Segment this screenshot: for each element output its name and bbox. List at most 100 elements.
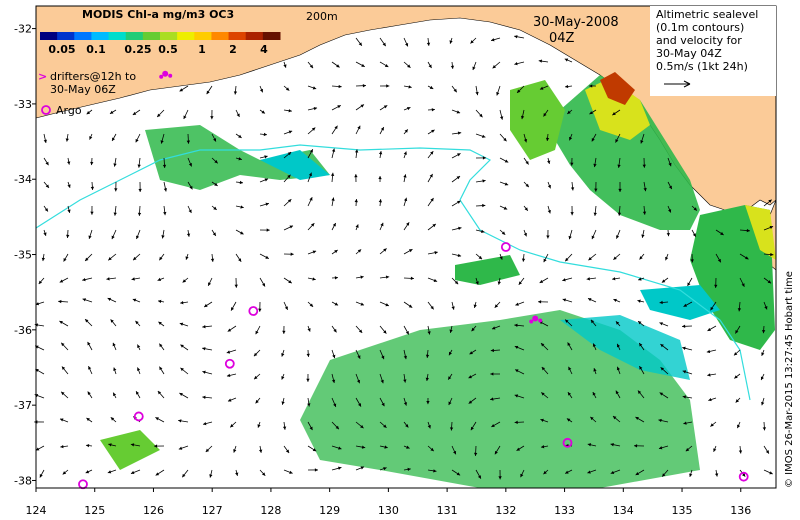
velocity-arrow (642, 205, 647, 215)
date-label: 30-May-2008 (533, 15, 619, 30)
velocity-arrow (38, 277, 45, 285)
velocity-arrow (355, 445, 366, 449)
velocity-arrow (568, 229, 573, 240)
chl-patch-offshore-cyan (560, 315, 690, 380)
x-tick-label: 136 (730, 504, 751, 517)
velocity-arrow (355, 373, 361, 384)
velocity-arrow (469, 349, 477, 355)
velocity-arrow (233, 85, 238, 95)
colorbar-label: 4 (260, 43, 268, 56)
velocity-arrow (355, 349, 361, 359)
y-tick-label: -35 (14, 249, 32, 262)
velocity-arrow (235, 180, 244, 185)
velocity-arrow (110, 319, 117, 327)
velocity-arrow (403, 325, 410, 335)
velocity-arrow (205, 445, 213, 453)
velocity-arrow (639, 253, 645, 260)
velocity-arrow (113, 205, 117, 216)
velocity-arrow (43, 229, 47, 236)
velocity-arrow (587, 443, 597, 447)
velocity-arrow (378, 151, 383, 159)
velocity-arrow (590, 319, 597, 327)
colorbar-swatch (262, 32, 281, 40)
velocity-arrow (635, 416, 645, 423)
velocity-arrow (683, 301, 693, 308)
velocity-arrow (451, 175, 461, 183)
velocity-arrow (427, 85, 434, 90)
velocity-arrow (331, 148, 336, 159)
info-line: 30-May 04Z (656, 47, 722, 60)
velocity-arrow (707, 325, 717, 332)
velocity-arrow (157, 299, 165, 304)
velocity-arrow (403, 421, 409, 428)
velocity-arrow (541, 366, 549, 375)
velocity-arrow (132, 253, 141, 261)
velocity-arrow (715, 253, 722, 263)
x-tick-label: 135 (672, 504, 693, 517)
velocity-arrow (661, 277, 669, 283)
drifters-legend-symbol: > (38, 70, 47, 83)
velocity-arrow (710, 421, 717, 427)
velocity-arrow (235, 109, 240, 118)
x-tick-label: 133 (554, 504, 575, 517)
velocity-arrow (233, 445, 237, 453)
velocity-arrow (178, 419, 189, 423)
velocity-arrow (566, 418, 573, 423)
velocity-arrow (425, 349, 430, 358)
velocity-arrow (235, 253, 242, 262)
velocity-arrow (354, 199, 358, 207)
velocity-arrow (763, 199, 772, 207)
colorbar-swatch (108, 32, 127, 40)
velocity-arrow (330, 172, 335, 183)
x-tick-label: 130 (378, 504, 399, 517)
velocity-arrow (538, 59, 549, 63)
velocity-arrow (156, 109, 165, 118)
velocity-arrow (355, 466, 365, 471)
velocity-arrow (307, 397, 311, 407)
velocity-arrow (227, 397, 237, 402)
velocity-arrow (185, 253, 189, 260)
velocity-arrow (283, 198, 292, 207)
velocity-arrow (158, 343, 165, 351)
velocity-arrow (491, 421, 501, 428)
colorbar-swatches (40, 32, 281, 40)
velocity-arrow (514, 394, 525, 399)
velocity-arrow (282, 325, 286, 334)
velocity-arrow (546, 229, 550, 239)
velocity-arrow (568, 366, 573, 375)
velocity-arrow (82, 277, 93, 282)
velocity-arrow (355, 104, 365, 111)
velocity-arrow (130, 443, 141, 447)
velocity-arrow (475, 229, 485, 233)
velocity-arrow (659, 322, 669, 327)
velocity-arrow (86, 417, 93, 423)
isobath-200m (35, 144, 751, 401)
argo-legend-label: Argo (56, 104, 82, 117)
velocity-arrow (61, 366, 69, 375)
velocity-arrow (131, 277, 141, 281)
velocity-arrow (451, 200, 461, 207)
velocity-arrow (211, 133, 217, 142)
drifter-markers (159, 70, 543, 324)
velocity-arrow (137, 367, 141, 375)
velocity-arrow (616, 343, 621, 351)
x-tick-label: 131 (437, 504, 458, 517)
chl-patch-south-east (690, 205, 775, 350)
velocity-arrow (737, 421, 741, 429)
velocity-arrow (253, 373, 261, 380)
velocity-arrow (589, 109, 597, 115)
velocity-arrow (642, 157, 646, 168)
velocity-arrow (355, 325, 363, 334)
velocity-arrow (547, 157, 551, 165)
velocity-arrow (88, 229, 93, 240)
chl-patch-lower-left (100, 430, 160, 470)
velocity-arrow (427, 173, 433, 183)
velocity-arrow (378, 199, 383, 207)
velocity-arrow (472, 61, 477, 71)
velocity-arrow (283, 301, 289, 311)
chl-patch-mid (455, 255, 520, 285)
velocity-arrow (331, 61, 340, 68)
velocity-arrow (523, 229, 527, 237)
velocity-arrow (403, 445, 410, 449)
velocity-arrow (206, 85, 213, 95)
